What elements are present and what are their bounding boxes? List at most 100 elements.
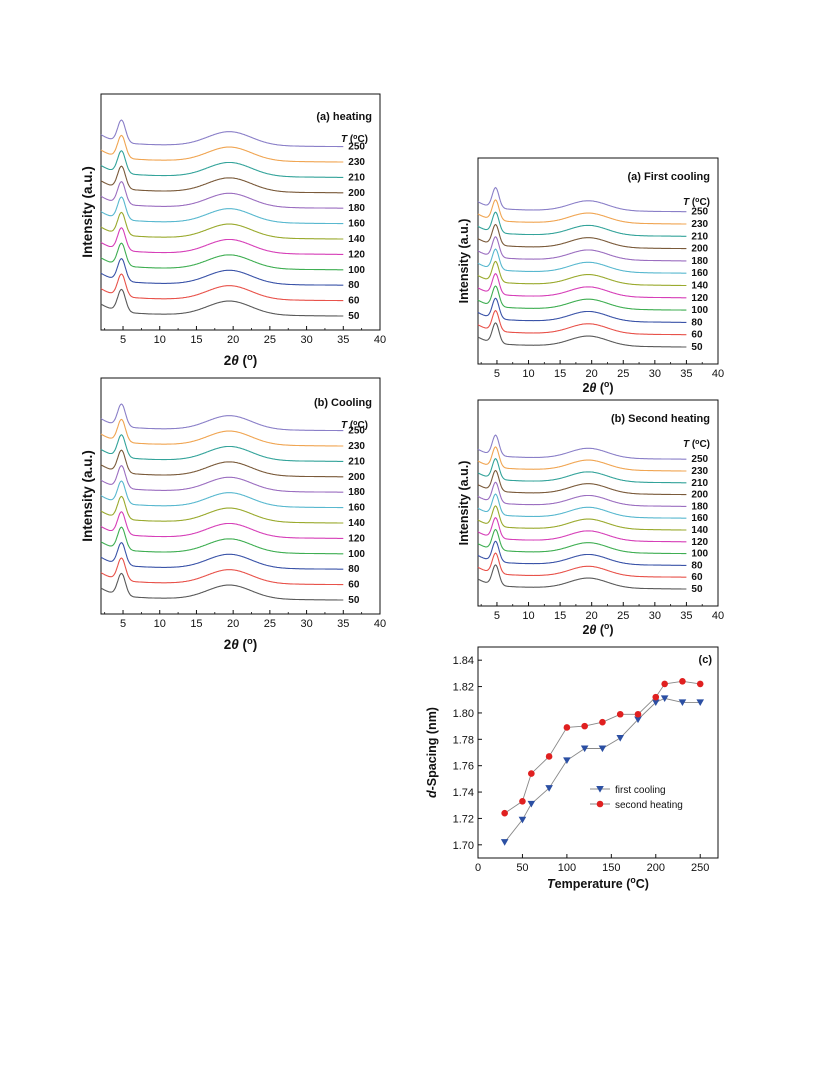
plot-frame	[477, 646, 719, 859]
x-tick-label: 50	[516, 862, 528, 874]
x-axis-label: 2θ (o)	[582, 379, 613, 395]
xrd-curve-140	[477, 505, 687, 531]
temperature-label: 80	[348, 564, 360, 575]
xrd-curve-100	[477, 528, 687, 555]
xrd-curve-160	[100, 196, 344, 225]
xrd-curve-160	[100, 480, 344, 509]
data-point-second-heating	[563, 724, 571, 731]
temperature-label: 210	[691, 231, 708, 242]
xrd-curve-180	[100, 464, 344, 493]
y-axis-label: d-Spacing (nm)	[425, 707, 439, 798]
temperature-label: 250	[691, 207, 708, 218]
data-point-second-heating	[634, 710, 642, 718]
x-tick-label: 25	[264, 334, 276, 346]
x-tick-label: 10	[154, 334, 166, 346]
x-tick-label: 20	[586, 610, 598, 622]
data-point-second-heating	[696, 680, 704, 688]
xrd-curve-80	[100, 257, 344, 286]
x-tick-label: 35	[680, 610, 692, 622]
x-axis-label: Temperature (oC)	[547, 875, 649, 891]
data-point-second-heating	[519, 797, 526, 805]
x-tick-label: 100	[558, 862, 576, 874]
xrd-curve-250	[477, 186, 687, 213]
xrd-curve-60	[100, 273, 344, 302]
data-point-second-heating	[661, 680, 668, 688]
x-tick-label: 0	[475, 862, 481, 874]
x-tick-label: 30	[300, 334, 312, 346]
x-axis-label: 2θ (o)	[224, 636, 258, 653]
temperature-label: 230	[691, 466, 708, 477]
data-point-first-cooling	[634, 716, 642, 724]
temperature-label: 180	[348, 203, 365, 214]
temperature-label: 60	[348, 296, 360, 307]
xrd-curve-250	[477, 434, 687, 460]
xrd-curve-140	[100, 211, 344, 240]
xrd-curve-200	[477, 223, 687, 250]
xrd-curve-60	[477, 552, 687, 578]
temperature-label: 200	[348, 188, 365, 199]
x-tick-label: 5	[494, 368, 500, 380]
x-tick-label: 40	[374, 334, 386, 346]
data-point-first-cooling	[518, 816, 527, 824]
xrd-curve-210	[477, 211, 687, 237]
data-point-first-cooling	[651, 699, 660, 706]
xrd-curve-230	[477, 446, 687, 472]
x-tick-label: 10	[154, 618, 166, 630]
plot-frame	[100, 377, 381, 615]
temperature-label: 180	[691, 501, 708, 512]
y-axis-label: Intensity (a.u.)	[457, 461, 471, 546]
temperature-label: 60	[691, 330, 703, 341]
xrd-curve-200	[100, 165, 344, 194]
temperature-label: 80	[348, 280, 360, 291]
x-tick-label: 150	[602, 862, 620, 874]
x-tick-label: 15	[190, 618, 202, 630]
y-axis-label: Intensity (a.u.)	[80, 166, 95, 258]
xrd-curve-140	[100, 495, 344, 524]
x-tick-label: 40	[712, 610, 724, 622]
plot-frame	[477, 157, 719, 365]
temperature-label: 100	[691, 305, 708, 316]
xrd-curve-180	[100, 180, 344, 209]
xrd-curve-50	[477, 564, 687, 590]
temperature-label: 160	[691, 513, 708, 524]
y-tick-label: 1.84	[453, 655, 474, 667]
temperature-label: 140	[691, 281, 708, 292]
temperature-label: 100	[691, 549, 708, 560]
xrd-curve-210	[477, 458, 687, 484]
x-tick-label: 5	[494, 610, 500, 622]
xrd-curve-50	[100, 288, 344, 317]
xrd-curve-120	[477, 517, 687, 543]
y-tick-label: 1.72	[453, 813, 474, 825]
xrd-curve-120	[477, 273, 687, 299]
xrd-curve-230	[100, 418, 344, 447]
temperature-label: 250	[348, 142, 365, 153]
temperature-label: 160	[348, 503, 365, 514]
x-tick-label: 35	[680, 368, 692, 380]
xrd-curve-120	[100, 227, 344, 255]
xrd-curve-160	[477, 248, 687, 274]
xrd-curve-50	[100, 572, 344, 601]
data-point-second-heating	[581, 722, 588, 730]
data-point-second-heating	[501, 809, 508, 817]
xrd-curve-80	[477, 540, 687, 566]
x-tick-label: 30	[649, 610, 661, 622]
y-tick-label: 1.80	[453, 708, 474, 720]
temperature-label: 100	[348, 549, 365, 560]
temperature-label: 50	[348, 311, 360, 322]
xrd-curve-100	[100, 242, 344, 271]
y-tick-label: 1.74	[453, 787, 474, 799]
xrd-curve-100	[100, 526, 344, 555]
data-point-first-cooling	[678, 699, 687, 706]
temperature-label: 200	[348, 472, 365, 483]
temperature-label: 210	[348, 456, 365, 467]
y-tick-label: 1.70	[453, 840, 474, 852]
legend-label: first cooling	[615, 785, 666, 796]
temperature-label: 50	[691, 342, 703, 353]
x-tick-label: 30	[300, 618, 312, 630]
temperature-label: 100	[348, 265, 365, 276]
y-axis-label: Intensity (a.u.)	[80, 450, 95, 542]
xrd-curve-230	[477, 199, 687, 225]
xrd-curve-60	[100, 557, 344, 586]
data-point-second-heating	[679, 677, 686, 685]
